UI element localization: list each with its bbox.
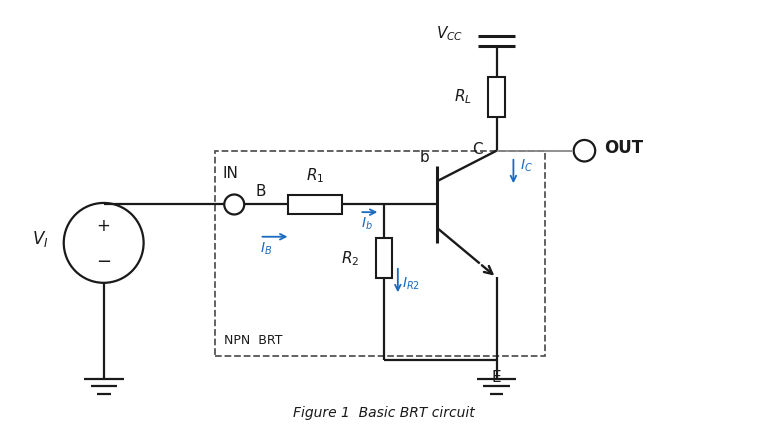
- Text: $I_b$: $I_b$: [361, 216, 372, 232]
- Text: $R_1$: $R_1$: [306, 166, 324, 184]
- Text: OUT: OUT: [604, 139, 644, 157]
- Text: Figure 1  Basic BRT circuit: Figure 1 Basic BRT circuit: [293, 406, 475, 419]
- Text: IN: IN: [223, 166, 238, 181]
- Text: $V_{CC}$: $V_{CC}$: [435, 25, 463, 43]
- Text: −: −: [96, 253, 111, 271]
- Text: $V_I$: $V_I$: [32, 229, 48, 249]
- Text: $I_B$: $I_B$: [260, 241, 272, 257]
- Text: C: C: [472, 142, 483, 157]
- Text: $R_2$: $R_2$: [341, 249, 359, 267]
- Text: E: E: [492, 370, 502, 384]
- Text: b: b: [419, 149, 429, 165]
- Text: $I_{R2}$: $I_{R2}$: [402, 275, 420, 292]
- Bar: [376, 238, 392, 278]
- Text: $I_C$: $I_C$: [519, 158, 532, 174]
- Bar: [488, 77, 505, 117]
- Text: NPN  BRT: NPN BRT: [224, 334, 283, 346]
- Text: +: +: [97, 217, 111, 235]
- Text: $R_L$: $R_L$: [454, 88, 472, 106]
- Bar: [288, 195, 342, 214]
- Text: B: B: [256, 184, 266, 199]
